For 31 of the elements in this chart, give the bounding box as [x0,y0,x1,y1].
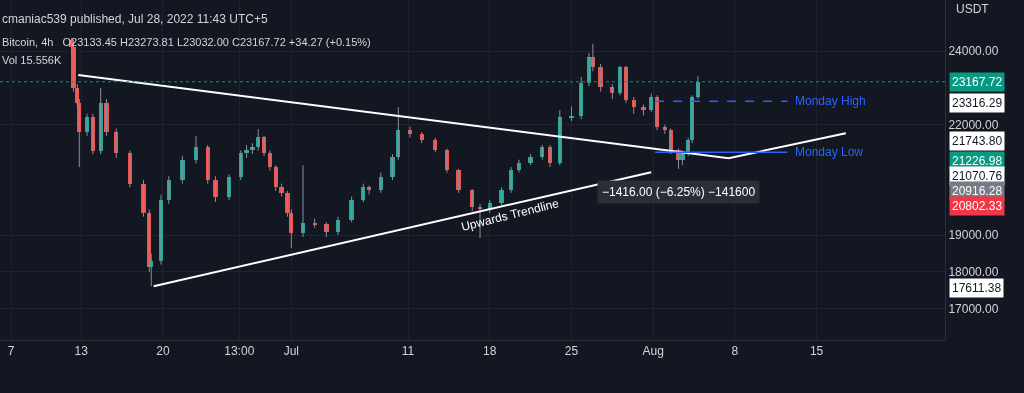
annotation: Vol 15.556K [2,54,62,66]
y-tick-label: 22000.00 [948,117,999,132]
x-tick-label: Jul [283,344,299,359]
annotation: cmaniac539 published, Jul 28, 2022 11:43 UTC+5 [2,12,268,26]
text: 20802.33 [952,199,1003,213]
text: 20916.28 [952,184,1003,198]
x-tick-label: 7 [7,344,15,359]
y-tick-label: 19000.00 [948,228,999,243]
y-tick-label: 17000.00 [948,301,999,316]
x-tick-label: 25 [564,344,579,359]
text: 23316.29 [952,96,1003,110]
y-tick-label: 24000.00 [948,44,999,59]
series-label: Monday Low [795,145,864,159]
text: 21743.80 [952,134,1003,148]
annotation: Upwards Trendline [459,196,561,234]
x-tick-label: 18 [483,344,497,359]
text: 21226.98 [952,154,1003,168]
x-tick-label: 8 [731,344,739,359]
series-label: Monday High [795,94,866,108]
text: 21070.76 [952,169,1003,183]
x-tick-label: Aug [642,344,664,359]
y-axis-title: USDT [956,2,990,16]
text: 17611.38 [952,281,1002,295]
annotation: −1416.00 (−6.25%) −141600 [602,185,756,199]
x-tick-label: 15 [809,344,824,359]
x-tick-label: 20 [156,344,170,359]
ref-line-label: 23167.72 [952,75,1003,89]
x-tick-label: 13 [74,344,89,359]
y-tick-label: 18000.00 [948,265,999,280]
x-tick-label: 13:00 [224,344,255,359]
x-tick-label: 11 [401,344,415,359]
